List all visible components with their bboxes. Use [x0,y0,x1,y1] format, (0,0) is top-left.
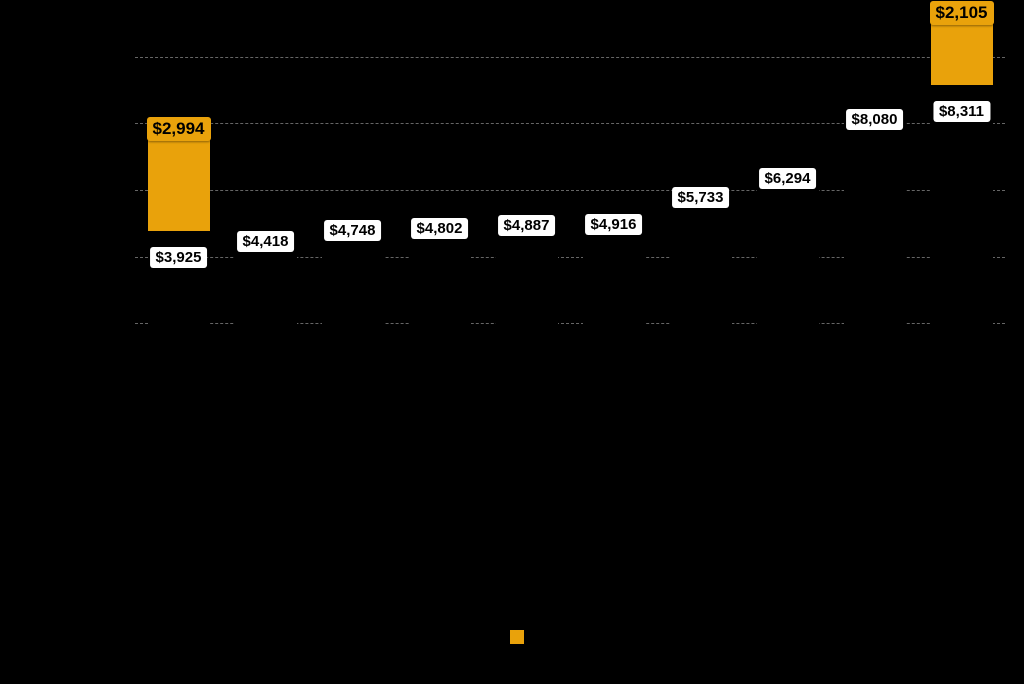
bar-value-label: $4,748 [324,220,382,241]
bar [583,226,645,390]
bar-extra-segment [148,131,210,231]
bar-chart: $3,925 $2,994 $4,418 $4,748 $4,802 $4,887 $4,9… [0,0,1024,684]
bar [235,243,297,390]
bar-value-label: $8,080 [846,109,904,130]
bar [496,227,558,390]
bar-value-label: $5,733 [672,187,730,208]
bar-value-label: $4,802 [411,218,469,239]
bar [148,259,210,390]
bar-extra-label: $2,994 [147,117,211,141]
bar [322,232,384,390]
bar-value-label: $4,418 [237,231,295,252]
bar [757,180,819,390]
gridline [135,57,1005,58]
bar [931,113,993,390]
legend-swatch [510,630,524,644]
bar [670,199,732,390]
bar [844,121,906,390]
bar-value-label: $4,887 [498,215,556,236]
bar-extra-segment [931,15,993,85]
bar-value-label: $4,916 [585,214,643,235]
bar-value-label: $6,294 [759,168,817,189]
bar-value-label: $8,311 [933,101,990,122]
bar-extra-label: $2,105 [930,1,994,25]
bar-value-label: $3,925 [150,247,208,268]
bar [409,230,471,390]
